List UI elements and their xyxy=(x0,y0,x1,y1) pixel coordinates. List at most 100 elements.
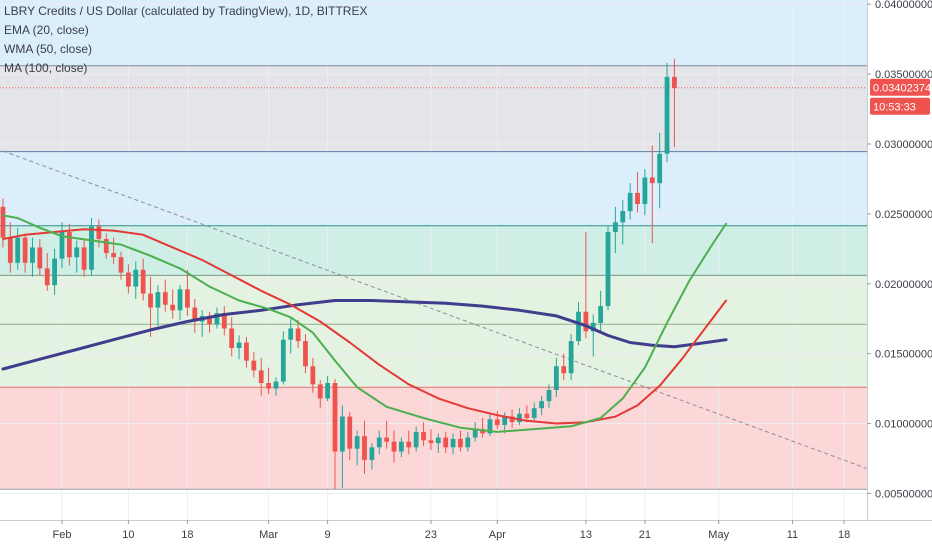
candle[interactable] xyxy=(509,416,515,423)
candle[interactable] xyxy=(568,341,574,374)
candle[interactable] xyxy=(369,447,375,460)
candle[interactable] xyxy=(384,437,390,442)
ma100-line[interactable] xyxy=(1,299,728,371)
candle[interactable] xyxy=(672,76,677,89)
candle[interactable] xyxy=(214,313,220,325)
candle[interactable] xyxy=(59,232,65,259)
candle[interactable] xyxy=(399,441,404,452)
candle[interactable] xyxy=(170,304,176,311)
candle[interactable] xyxy=(229,328,235,349)
candle[interactable] xyxy=(244,342,249,361)
candle[interactable] xyxy=(52,258,58,286)
candle[interactable] xyxy=(435,437,441,444)
trendline[interactable] xyxy=(2,150,867,469)
candle[interactable] xyxy=(177,289,183,311)
candle[interactable] xyxy=(583,311,589,332)
candle[interactable] xyxy=(627,192,633,212)
candle[interactable] xyxy=(74,247,80,258)
ema20-line[interactable] xyxy=(2,214,728,433)
candle[interactable] xyxy=(487,419,493,434)
candle[interactable] xyxy=(657,153,663,184)
candle[interactable] xyxy=(376,437,382,448)
candle[interactable] xyxy=(325,383,331,399)
candle[interactable] xyxy=(37,247,43,269)
candle[interactable] xyxy=(553,366,559,390)
candle[interactable] xyxy=(524,413,530,418)
candle[interactable] xyxy=(266,383,271,389)
candle[interactable] xyxy=(0,206,6,238)
legend-ema: EMA (20, close) xyxy=(4,23,89,37)
candle[interactable] xyxy=(339,416,345,452)
candle[interactable] xyxy=(502,416,508,425)
candle[interactable] xyxy=(443,437,449,448)
candle[interactable] xyxy=(258,370,264,384)
candle[interactable] xyxy=(221,313,227,329)
candle[interactable] xyxy=(531,408,537,418)
zone-band xyxy=(0,151,867,226)
candle[interactable] xyxy=(458,438,463,448)
candle[interactable] xyxy=(517,413,522,423)
candle[interactable] xyxy=(44,268,50,286)
candle[interactable] xyxy=(81,247,87,270)
candle[interactable] xyxy=(362,436,367,460)
candle[interactable] xyxy=(155,292,161,308)
candle[interactable] xyxy=(22,237,28,263)
candle[interactable] xyxy=(280,339,286,382)
candle[interactable] xyxy=(96,226,102,240)
wma50-line[interactable] xyxy=(2,228,728,425)
candle[interactable] xyxy=(642,177,648,205)
candle[interactable] xyxy=(66,232,72,258)
candle[interactable] xyxy=(89,226,94,270)
candle[interactable] xyxy=(140,269,146,294)
candle[interactable] xyxy=(480,429,485,434)
candle[interactable] xyxy=(162,292,168,305)
candle[interactable] xyxy=(546,390,552,402)
candle[interactable] xyxy=(192,307,198,322)
candle[interactable] xyxy=(605,232,611,307)
candle[interactable] xyxy=(450,438,456,448)
candle[interactable] xyxy=(310,366,316,385)
candle[interactable] xyxy=(103,239,109,254)
time-axis[interactable] xyxy=(0,520,932,550)
candle[interactable] xyxy=(539,401,544,409)
candle[interactable] xyxy=(391,441,397,452)
candle[interactable] xyxy=(207,315,212,325)
candle[interactable] xyxy=(465,437,471,448)
candle[interactable] xyxy=(590,322,596,332)
candle[interactable] xyxy=(494,419,500,425)
candle[interactable] xyxy=(185,289,190,308)
candle[interactable] xyxy=(295,328,301,342)
candle[interactable] xyxy=(7,237,13,263)
candle[interactable] xyxy=(354,436,360,449)
candle[interactable] xyxy=(421,431,426,441)
candle[interactable] xyxy=(472,429,478,438)
candle[interactable] xyxy=(428,440,434,444)
candle[interactable] xyxy=(598,306,604,323)
candle[interactable] xyxy=(111,253,117,258)
candle[interactable] xyxy=(30,247,35,263)
candle[interactable] xyxy=(118,257,124,273)
candle[interactable] xyxy=(413,431,419,448)
candle[interactable] xyxy=(303,341,308,367)
candle[interactable] xyxy=(133,269,139,287)
candle[interactable] xyxy=(148,293,153,308)
candle[interactable] xyxy=(649,177,655,184)
candle[interactable] xyxy=(332,383,338,452)
candle[interactable] xyxy=(561,366,567,374)
candle[interactable] xyxy=(406,441,412,448)
candle[interactable] xyxy=(288,328,294,340)
candle[interactable] xyxy=(125,272,131,287)
candle[interactable] xyxy=(612,222,618,233)
candle[interactable] xyxy=(635,192,640,205)
candle[interactable] xyxy=(664,76,670,154)
candle[interactable] xyxy=(620,211,626,223)
candle[interactable] xyxy=(15,237,21,263)
candle[interactable] xyxy=(251,360,257,371)
candle[interactable] xyxy=(273,381,279,389)
candle[interactable] xyxy=(236,342,242,349)
candle[interactable] xyxy=(576,311,581,342)
candle[interactable] xyxy=(347,416,353,449)
candle[interactable] xyxy=(317,384,323,399)
